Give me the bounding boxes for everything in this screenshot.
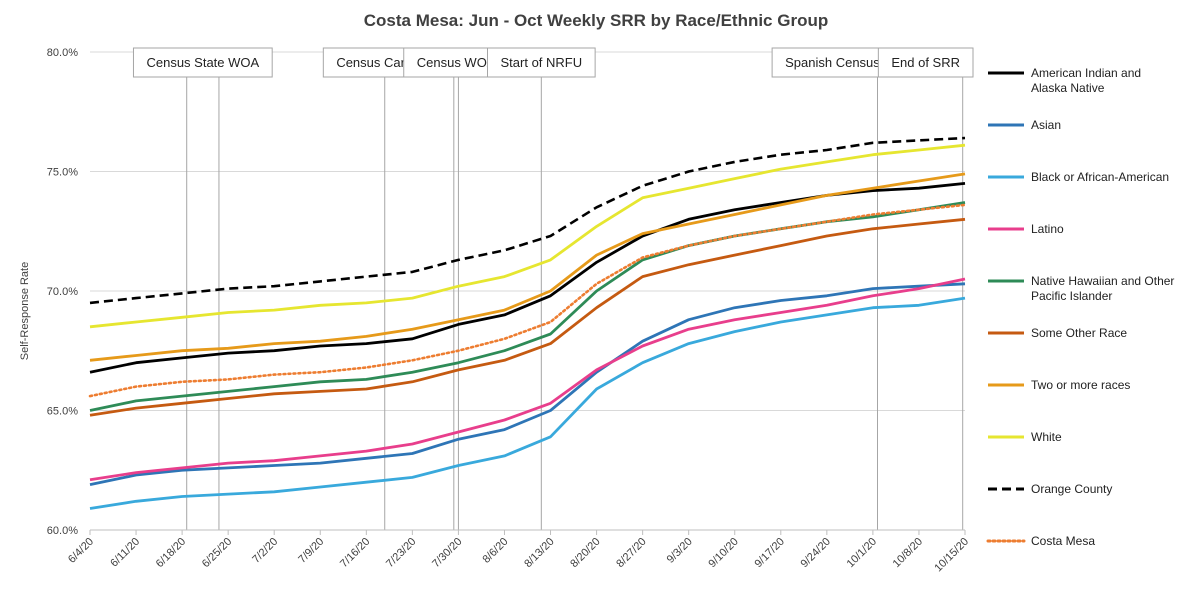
y-tick-label: 75.0% [47, 166, 78, 178]
chart-title: Costa Mesa: Jun - Oct Weekly SRR by Race… [364, 11, 828, 30]
annotation-end-of-srr: End of SRR [877, 47, 974, 78]
annotation-label: Start of NRFU [501, 55, 583, 70]
legend-label-line: White [1031, 430, 1062, 444]
legend-label-line: Native Hawaiian and Other [1031, 274, 1174, 288]
series-line-asian [89, 282, 966, 486]
annotation-start-of-nrfu: Start of NRFU [487, 47, 596, 78]
legend-label: American Indian and Alaska Native [1031, 66, 1141, 95]
legend-label: Native Hawaiian and Other Pacific Islande… [1031, 274, 1174, 303]
y-tick-label: 60.0% [47, 525, 78, 537]
annotation-label: Census State WOA [146, 55, 259, 70]
legend-item-native-hawaiian-and-other-pacific-islander: Native Hawaiian and Other Pacific Islande… [988, 274, 1174, 303]
legend-item-two-or-more-races: Two or more races [988, 378, 1130, 392]
legend: American Indian and Alaska Native Asian Bla… [986, 66, 1174, 548]
series-line-some-other-race [89, 217, 966, 417]
annotation-label: End of SRR [891, 55, 960, 70]
legend-label-line: American Indian and [1031, 66, 1141, 80]
series-line-orange-county [89, 136, 966, 305]
series-line-latino [89, 277, 966, 482]
series-line-two-or-more-races [89, 172, 966, 362]
legend-label-line: Black or African-American [1031, 170, 1169, 184]
y-tick-label: 65.0% [47, 405, 78, 417]
y-axis-label: Self-Response Rate [19, 262, 31, 360]
y-tick-labels: 60.0% 65.0% 70.0% 75.0% 80.0% [47, 47, 78, 537]
data-series [88, 136, 967, 510]
legend-item-asian: Asian [988, 118, 1061, 132]
legend-label-line: Some Other Race [1031, 326, 1127, 340]
legend-item-american-indian-and-alaska-native: American Indian and Alaska Native [988, 66, 1141, 95]
annotation-label: Census WOA [417, 55, 496, 70]
legend-label: Black or African-American [1031, 170, 1169, 184]
legend-item-white: White [988, 430, 1062, 444]
annotation-box [487, 47, 596, 78]
annotation-box [132, 47, 273, 78]
legend-item-orange-county: Orange County [988, 482, 1112, 496]
y-tick-label: 70.0% [47, 286, 78, 298]
legend-item-black-or-african-american: Black or African-American [988, 170, 1169, 184]
legend-label: Two or more races [1031, 378, 1130, 392]
legend-item-costa-mesa: Costa Mesa [986, 534, 1095, 548]
legend-label-line: Costa Mesa [1031, 534, 1095, 548]
y-tick-label: 80.0% [47, 47, 78, 59]
annotation-lines [186, 77, 964, 530]
legend-label: Some Other Race [1031, 326, 1127, 340]
axes [89, 529, 966, 535]
legend-label: White [1031, 430, 1062, 444]
legend-label-line: Latino [1031, 222, 1064, 236]
legend-label-line: Asian [1031, 118, 1061, 132]
legend-label: Orange County [1031, 482, 1112, 496]
legend-label-line: Pacific Islander [1031, 289, 1112, 303]
annotation-box [877, 47, 974, 78]
legend-label: Costa Mesa [1031, 534, 1095, 548]
series-line-white [89, 143, 966, 329]
legend-item-some-other-race: Some Other Race [988, 326, 1127, 340]
legend-label-line: Two or more races [1031, 378, 1130, 392]
annotation-census-state-woa: Census State WOA [132, 47, 273, 78]
legend-label-line: Orange County [1031, 482, 1112, 496]
legend-label: Asian [1031, 118, 1061, 132]
legend-item-latino: Latino [988, 222, 1064, 236]
series-line-costa-mesa [88, 203, 967, 398]
legend-label-line: Alaska Native [1031, 81, 1105, 95]
series-line-black-or-african-american [89, 296, 966, 510]
legend-label: Latino [1031, 222, 1064, 236]
